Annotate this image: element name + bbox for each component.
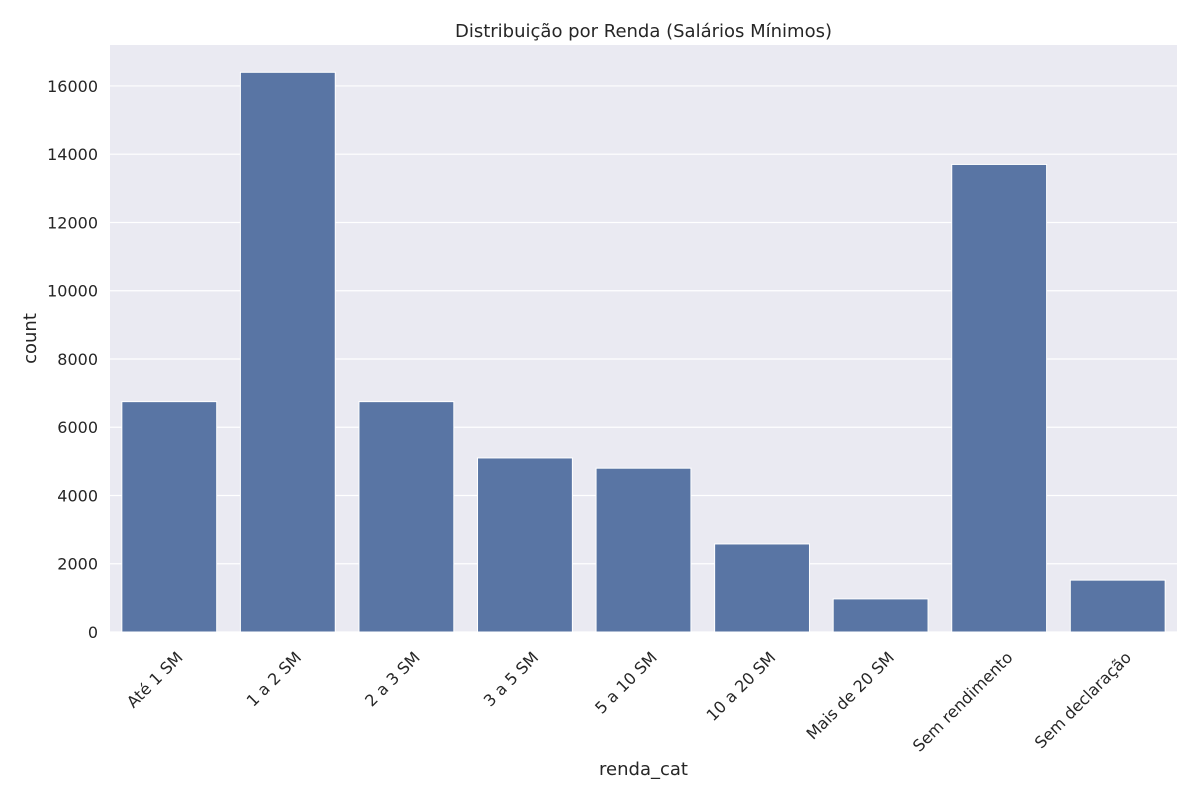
y-tick-label: 4000 [57,486,98,505]
bar [832,598,929,633]
x-axis-label: renda_cat [599,759,688,780]
chart-title: Distribuição por Renda (Salários Mínimos… [455,21,832,42]
bar [239,71,336,633]
y-tick-label: 16000 [47,77,98,96]
x-tick-label: 2 a 3 SM [361,648,424,711]
x-tick-label: 5 a 10 SM [591,648,661,718]
bar [714,543,810,633]
y-tick-label: 12000 [47,213,98,232]
x-tick-label: 10 a 20 SM [702,648,779,725]
x-tick-label: Sem rendimento [909,648,1017,756]
bar [951,163,1048,633]
x-tick-label: 1 a 2 SM [243,648,306,711]
bar [477,457,573,633]
x-tick-label: Até 1 SM [123,648,187,712]
y-tick-label: 2000 [57,555,98,574]
bar [1069,579,1166,633]
y-axis-label: count [20,313,41,364]
y-tick-label: 14000 [47,145,98,164]
y-axis-ticks: 0 2000 4000 6000 8000 10000 12000 14000 16000 [47,77,98,642]
bar [358,401,455,633]
y-tick-label: 6000 [57,418,98,437]
bars [121,71,1166,633]
bar [121,401,218,633]
bar [595,467,692,633]
x-axis-ticks: Até 1 SM 1 a 2 SM 2 a 3 SM 3 a 5 SM 5 a 10 S… [123,648,1135,756]
x-tick-label: 3 a 5 SM [480,648,543,711]
x-tick-label: Sem declaração [1031,648,1135,752]
y-tick-label: 10000 [47,282,98,301]
x-tick-label: Mais de 20 SM [802,648,897,743]
y-tick-label: 8000 [57,350,98,369]
y-tick-label: 0 [88,623,98,642]
